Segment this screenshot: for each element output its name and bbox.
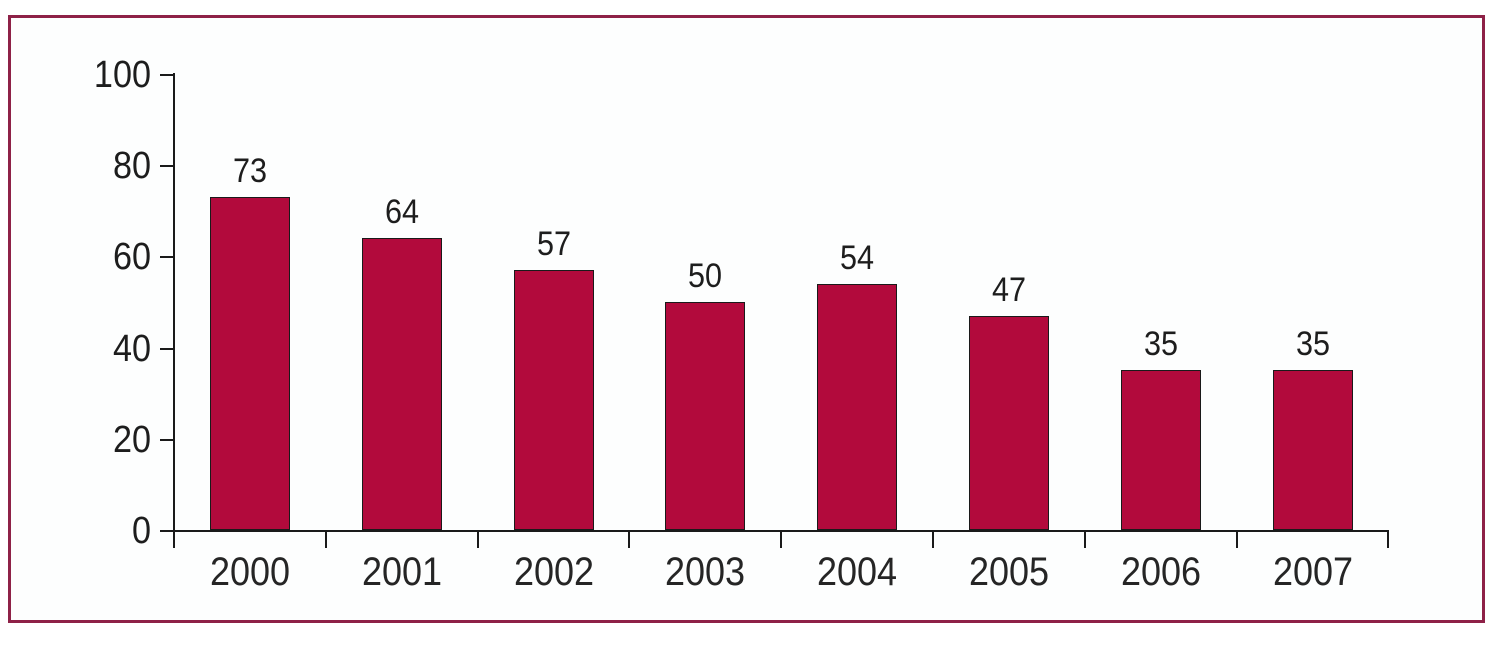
bar-value-label: 35	[1295, 325, 1330, 364]
y-axis	[173, 73, 175, 531]
x-tick-label: 2007	[1272, 550, 1353, 594]
bar-value-label: 35	[1143, 325, 1178, 364]
x-tick-label: 2006	[1120, 550, 1201, 594]
y-tick	[160, 438, 173, 441]
bar-value-label: 64	[384, 193, 419, 232]
bar	[1120, 370, 1201, 530]
x-tick-label: 2002	[513, 550, 594, 594]
x-tick	[628, 532, 631, 548]
y-tick	[160, 347, 173, 350]
x-tick-label: 2001	[361, 550, 442, 594]
x-tick-label: 2004	[817, 550, 898, 594]
y-tick	[160, 165, 173, 168]
x-tick	[324, 532, 327, 548]
x-tick-label: 2000	[209, 550, 290, 594]
y-tick	[160, 74, 173, 76]
x-tick	[1235, 532, 1238, 548]
bar	[361, 238, 442, 530]
y-tick-label: 60	[112, 236, 151, 279]
y-tick-label: 80	[112, 145, 151, 188]
x-axis	[173, 530, 1390, 532]
y-tick-label: 100	[93, 54, 151, 96]
x-tick	[1083, 532, 1086, 548]
y-tick-label: 40	[112, 327, 151, 370]
bar-value-label: 57	[536, 225, 571, 264]
bar	[817, 283, 898, 530]
bar-value-label: 50	[688, 257, 723, 295]
x-tick	[780, 532, 783, 548]
bar	[1272, 370, 1353, 530]
y-tick	[160, 256, 173, 259]
y-tick	[160, 530, 173, 532]
bar	[968, 315, 1049, 530]
x-tick	[1387, 532, 1390, 548]
x-tick	[476, 532, 479, 548]
x-tick	[173, 532, 175, 548]
bar-value-label: 73	[232, 152, 267, 191]
bar	[665, 302, 746, 530]
x-tick	[932, 532, 934, 548]
y-tick-label: 0	[131, 510, 151, 552]
bar-value-label: 47	[991, 270, 1026, 309]
x-tick-label: 2005	[968, 550, 1049, 594]
bar	[513, 270, 594, 530]
bar-value-label: 54	[840, 238, 875, 277]
bar	[209, 197, 290, 530]
x-tick-label: 2003	[665, 550, 746, 594]
y-tick-label: 20	[112, 418, 151, 461]
